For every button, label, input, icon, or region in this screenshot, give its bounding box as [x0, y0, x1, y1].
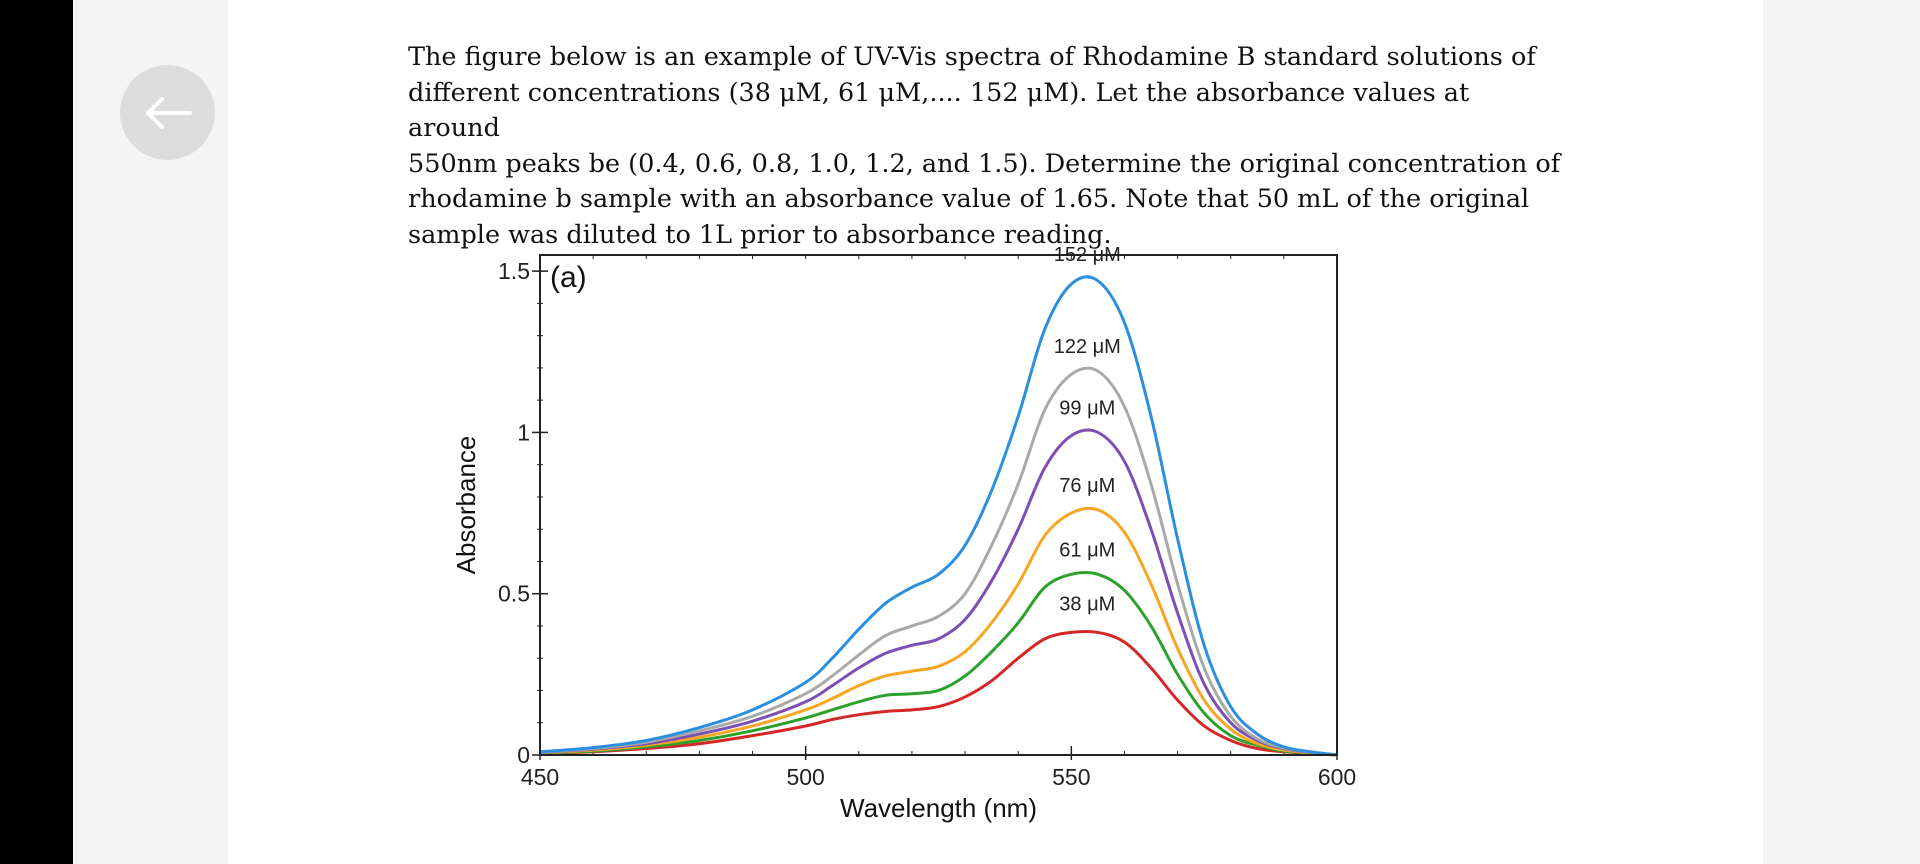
x-tick-label: 550: [1052, 764, 1090, 790]
series-annotation-label: 76 μM: [1059, 475, 1115, 497]
left-black-gutter: [0, 0, 73, 864]
spectra-lines: [539, 275, 1338, 757]
question-line: sample was diluted to 1L prior to absorb…: [408, 219, 1112, 250]
y-tick-label: 0.5: [498, 581, 530, 607]
y-tick-label: 0: [517, 742, 530, 768]
series-annotation-label: 61 μM: [1059, 539, 1115, 561]
question-line: The figure below is an example of UV-Vis…: [408, 42, 1536, 72]
series-annotation-label: 122 μM: [1054, 336, 1121, 358]
arrow-left-icon: [145, 96, 192, 129]
x-tick-label: 450: [521, 764, 559, 790]
y-tick-label: 1: [517, 419, 530, 445]
question-line: 550nm peaks be (0.4, 0.6, 0.8, 1.0, 1.2,…: [408, 148, 1561, 179]
series-annotation-label: 99 μM: [1059, 397, 1115, 419]
x-tick-label: 600: [1318, 764, 1356, 790]
back-button[interactable]: [120, 65, 215, 160]
panel-label: (a): [550, 261, 587, 294]
right-margin-panel: [1763, 0, 1920, 864]
plot-frame: [539, 254, 1338, 756]
series-line: [539, 366, 1338, 757]
y-tick-label: 1.5: [498, 258, 530, 284]
series-line: [539, 506, 1338, 757]
series-line: [539, 629, 1338, 757]
series-line: [539, 428, 1338, 757]
axis-ticks: 450 500 550 600 0 0.5 1 1.5: [498, 255, 1356, 790]
series-line: [539, 275, 1338, 757]
series-line: [539, 571, 1338, 757]
document-page: [228, 0, 1763, 864]
x-tick-label: 500: [786, 764, 824, 790]
y-axis-label: Absorbance: [451, 436, 481, 575]
question-text: The figure below is an example of UV-Vis…: [408, 40, 1568, 253]
question-line: rhodamine b sample with an absorbance va…: [408, 184, 1530, 214]
series-annotation-label: 38 μM: [1059, 593, 1115, 615]
x-axis-label: Wavelength (nm): [840, 793, 1037, 823]
question-line: different concentrations (38 μM, 61 μM,.…: [408, 77, 1470, 144]
